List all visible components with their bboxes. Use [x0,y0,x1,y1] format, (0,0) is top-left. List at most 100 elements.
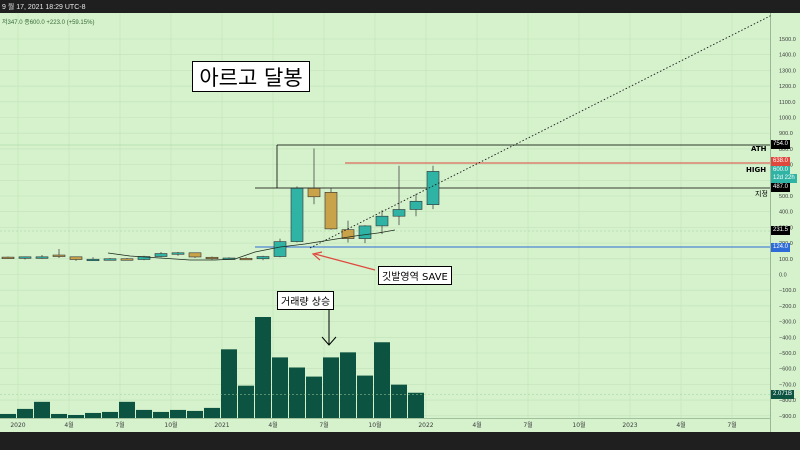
x-tick-label: 2023 [622,422,637,429]
y-tick-label: −600.0 [779,367,796,373]
x-tick-label: 2022 [418,422,433,429]
y-tick-label: 1300.0 [779,68,796,74]
volume-bar [391,384,407,418]
y-tick-label: 1000.0 [779,116,796,122]
price-label-red: 638.0 [771,157,791,166]
y-tick-label: 900.0 [779,131,793,137]
candle-body [409,200,423,210]
volume-bar [306,376,322,418]
y-tick-label: 500.0 [779,194,793,200]
y-tick-label: 400.0 [779,210,793,216]
candle-body [290,187,304,242]
price-levels [0,144,770,248]
volume-bar [221,349,237,418]
y-tick-label: 1500.0 [779,37,796,43]
volume-bar [323,357,339,418]
down-arrow-head [321,336,337,346]
candle-body [1,256,15,259]
x-tick-label: 10월 [164,421,177,429]
y-tick-label: −100.0 [779,288,796,294]
volume-bar [136,409,152,418]
volume-bar [17,408,33,418]
top-bar: 9 월 17, 2021 18:29 UTC-8 [0,0,800,13]
volume-bar [34,401,50,418]
price-label-support: 487.0 [771,183,791,192]
x-tick-label: 4월 [268,421,277,429]
bottom-bar [0,432,800,450]
candle-body [188,252,202,258]
candle-body [426,171,440,206]
y-tick-label: −500.0 [779,351,796,357]
candle-body [256,256,270,260]
date-text: 9 월 17, 2021 18:29 UTC-8 [2,4,86,11]
y-tick-label: −800.0 [779,398,796,404]
y-tick-label: −300.0 [779,320,796,326]
trend-line [309,14,773,249]
candle-body [307,187,321,198]
candle-body [35,256,49,259]
red-arrow-head [311,251,323,261]
x-tick-label: 4월 [472,421,481,429]
y-tick-label: 1400.0 [779,53,796,59]
volume-bar [272,357,288,418]
volume-bar [170,409,186,418]
volume-bar [357,375,373,418]
x-tick-label: 10월 [368,421,381,429]
ohlc-readout: 저347.0 종600.0 +223.0 (+59.15%) [2,20,95,26]
candle-body [341,229,355,239]
candle-body [239,258,253,261]
y-tick-label: 1100.0 [779,100,795,106]
volume-bar [85,412,101,418]
candles [1,148,440,262]
candle-body [52,254,66,257]
candle-body [205,256,219,260]
chart-extras [107,14,773,346]
price-label-volume: 2.071B [771,390,795,399]
volume-bar [187,410,203,418]
y-axis-strip [771,13,800,432]
price-label-blue: 124.0 [771,243,791,252]
y-axis: 1500.0 1400.0 1300.0 1200.0 1100.0 1000.0 900.… [770,13,800,432]
x-tick-label: 7월 [319,421,328,429]
volume-bar [204,407,220,418]
volume-rise-note: 거래량 상승 [277,291,335,310]
volume-bar [238,385,254,418]
candle-body [103,258,117,261]
candle-body [86,258,100,262]
x-tick-label: 4월 [676,421,685,429]
y-tick-label: 100.0 [779,257,793,263]
x-axis: 2020 4월 7월 10월 2021 4월 7월 10월 2022 4월 7월 10월 2023 4월 7… [0,418,770,429]
volume-bar [153,411,169,418]
candle-body [18,256,32,259]
candle-body [137,256,151,260]
volume-bar [255,317,271,418]
moving-average-line [107,229,396,261]
volume-bar [68,414,84,418]
volume-bar [340,352,356,418]
wick-zone-note: 깃발영역 SAVE [378,266,452,285]
x-tick-label: 7월 [523,421,532,429]
y-tick-label: 1200.0 [779,84,796,90]
candle-body [69,256,83,260]
x-tick-label: 10월 [572,421,585,429]
x-tick-label: 2021 [214,422,229,429]
high-label: HIGH [746,166,767,174]
chart-title-box: 아르고 달봉 [192,61,310,92]
volume-bar [51,413,67,418]
ath-label: ATH [751,145,767,153]
candle-body [375,215,389,227]
volume-bar [102,411,118,418]
x-tick-label: 2020 [10,422,25,429]
support-label: 지정 [755,190,768,198]
candle-body [154,253,168,257]
volume-bars [0,317,770,418]
x-tick-label: 4월 [64,421,73,429]
candle-body [392,209,406,217]
y-tick-label: −400.0 [779,335,796,341]
volume-bar [374,342,390,418]
y-tick-label: 800.0 [779,147,793,153]
price-label-ath: 754.0 [771,140,791,149]
candle-body [120,258,134,261]
candle-body [273,241,287,257]
